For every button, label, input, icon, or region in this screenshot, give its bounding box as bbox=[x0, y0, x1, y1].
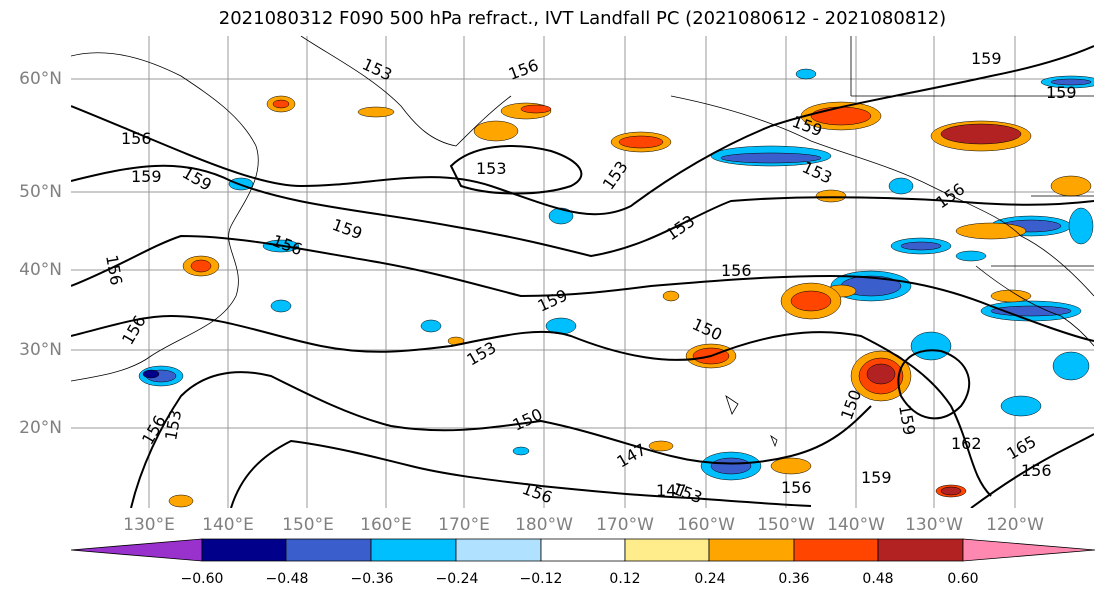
colorbar-tick: −0.36 bbox=[350, 571, 394, 587]
contour-label: 156 bbox=[1021, 461, 1052, 480]
contour-label: 162 bbox=[951, 434, 982, 453]
chart-title: 2021080312 F090 500 hPa refract., IVT La… bbox=[218, 8, 947, 29]
ivt-contour-fill bbox=[648, 440, 674, 452]
ivt-contour-fill bbox=[272, 99, 290, 109]
ivt-contour-fill bbox=[900, 241, 942, 251]
contour-label: 159 bbox=[971, 49, 1002, 68]
lat-label-50n: 50°N bbox=[19, 182, 62, 202]
lon-label-140e: 140°E bbox=[202, 515, 254, 535]
ivt-contour-fill bbox=[512, 446, 530, 456]
colorbar-tick: 0.60 bbox=[947, 571, 979, 587]
contour-label: 159 bbox=[1046, 83, 1077, 102]
lat-label-40n: 40°N bbox=[19, 260, 62, 280]
ivt-contour-fill bbox=[520, 104, 552, 114]
ivt-contour-fill bbox=[940, 123, 1022, 145]
ivt-contour-fill bbox=[795, 68, 817, 80]
colorbar-tick: 0.48 bbox=[862, 571, 894, 587]
ivt-contour-fill bbox=[420, 319, 442, 333]
colorbar bbox=[71, 538, 1096, 562]
lon-label-120w: 120°W bbox=[986, 515, 1044, 535]
contour-label: 159 bbox=[131, 167, 162, 186]
lat-label-30n: 30°N bbox=[19, 340, 62, 360]
colorbar-bin bbox=[370, 538, 457, 562]
lat-label-60n: 60°N bbox=[19, 69, 62, 89]
ivt-contour-fill bbox=[1068, 207, 1094, 245]
lon-label-150e: 150°E bbox=[282, 515, 334, 535]
ivt-contour-fill bbox=[1050, 175, 1092, 197]
contour-label: 156 bbox=[781, 478, 812, 497]
ivt-contour-fill bbox=[770, 457, 812, 475]
ivt-contour-fill bbox=[955, 222, 1027, 240]
colorbar-bin bbox=[455, 538, 542, 562]
ivt-contour-fill bbox=[1052, 351, 1090, 381]
colorbar-bin bbox=[708, 538, 795, 562]
colorbar-bin bbox=[877, 538, 964, 562]
contour-label: 153 bbox=[476, 159, 507, 178]
ivt-contour-fill bbox=[473, 120, 519, 142]
lon-label-170e: 170°E bbox=[438, 515, 490, 535]
colorbar-tick: −0.24 bbox=[435, 571, 479, 587]
ivt-contour-fill bbox=[1050, 78, 1092, 86]
ivt-contour-fill bbox=[940, 486, 962, 496]
colorbar-tick: 0.36 bbox=[778, 571, 810, 587]
ivt-contour-fill bbox=[357, 106, 395, 118]
colorbar-bin bbox=[201, 538, 287, 562]
lon-label-130e: 130°E bbox=[123, 515, 175, 535]
colorbar-bin bbox=[71, 538, 203, 562]
coastlines bbox=[71, 36, 1094, 448]
colorbar-bin bbox=[962, 538, 1096, 562]
lon-label-180w: 180°W bbox=[515, 515, 573, 535]
ivt-contour-fill bbox=[888, 177, 914, 195]
lat-label-20n: 20°N bbox=[19, 418, 62, 438]
ivt-contour-fill bbox=[168, 494, 194, 508]
lon-label-160w: 160°W bbox=[677, 515, 735, 535]
lon-label-140w: 140°W bbox=[827, 515, 885, 535]
contour-label: 156 bbox=[121, 129, 152, 148]
contour-label: 159 bbox=[861, 468, 892, 487]
colorbar-bin bbox=[793, 538, 879, 562]
ivt-contour-fill bbox=[1000, 395, 1042, 417]
lon-label-130w: 130°W bbox=[905, 515, 963, 535]
ivt-contour-fill bbox=[866, 363, 896, 385]
ivt-contour-fill bbox=[720, 152, 822, 164]
lon-label-170w: 170°W bbox=[596, 515, 654, 535]
lon-label-150w: 150°W bbox=[757, 515, 815, 535]
ivt-contour-fill bbox=[618, 135, 664, 149]
colorbar-bin bbox=[540, 538, 626, 562]
colorbar-tick: −0.60 bbox=[180, 571, 224, 587]
ivt-contour-fill bbox=[710, 457, 752, 475]
ivt-contour-fill bbox=[790, 290, 832, 312]
colorbar-tick: −0.48 bbox=[265, 571, 309, 587]
colorbar-tick: 0.12 bbox=[609, 571, 641, 587]
colorbar-bin bbox=[624, 538, 710, 562]
ivt-contour-fill bbox=[910, 331, 952, 361]
ivt-contour-fill bbox=[815, 189, 847, 203]
ivt-contour-fill bbox=[270, 299, 292, 313]
colorbar-bin bbox=[285, 538, 372, 562]
ivt-contour-fill bbox=[990, 289, 1032, 303]
refractivity-contours bbox=[71, 45, 1094, 508]
contour-label: 156 bbox=[721, 261, 752, 280]
ivt-contour-fill bbox=[662, 290, 680, 302]
colorbar-tick: −0.12 bbox=[519, 571, 563, 587]
colorbar-tick: 0.24 bbox=[694, 571, 726, 587]
contour-label: 147 bbox=[656, 481, 687, 500]
ivt-contour-fill bbox=[955, 250, 987, 262]
ivt-contour-fill bbox=[190, 259, 212, 273]
lon-label-160e: 160°E bbox=[360, 515, 412, 535]
ivt-contour-fill bbox=[142, 369, 160, 379]
